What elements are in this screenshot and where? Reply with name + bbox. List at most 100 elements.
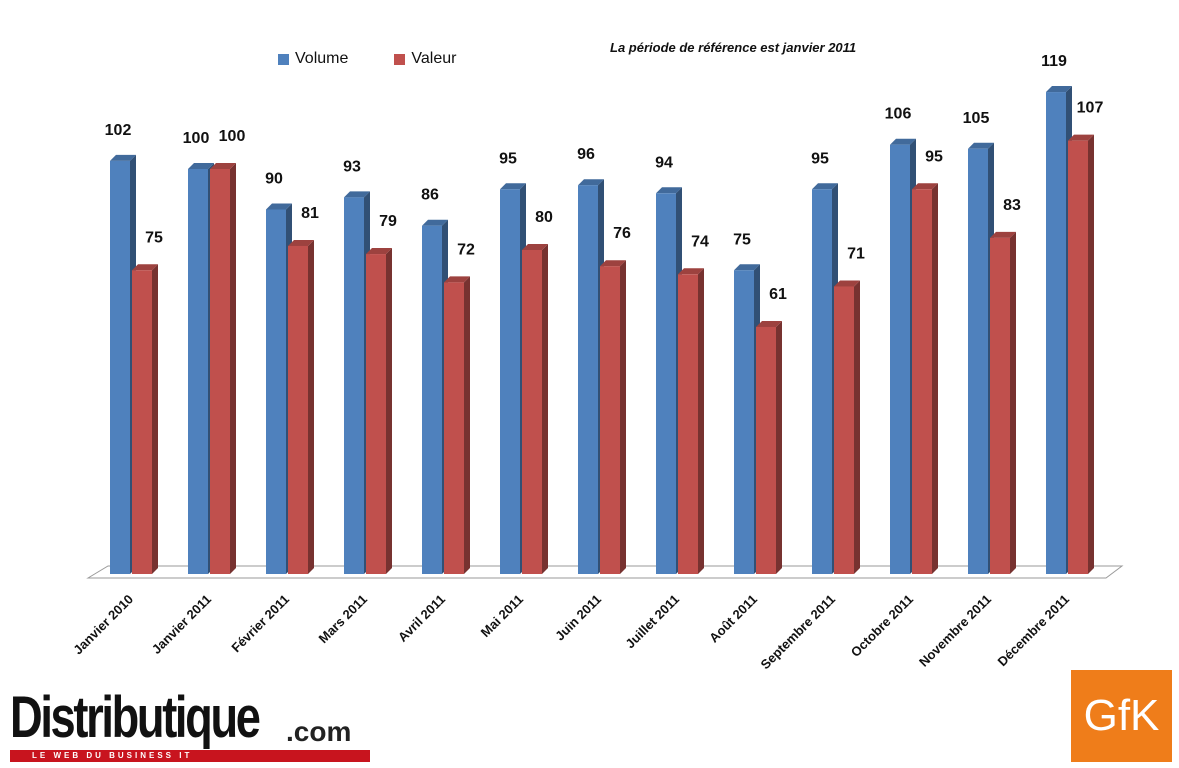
value-label-volume-8: 75 [733, 231, 751, 248]
value-label-valeur-7: 74 [691, 233, 709, 250]
bar-valeur-11 [990, 237, 1010, 574]
value-label-valeur-1: 100 [219, 128, 246, 145]
value-label-volume-1: 100 [183, 130, 210, 147]
bar-valeur-2 [288, 245, 308, 574]
bar-volume-2 [266, 209, 286, 574]
value-label-volume-3: 93 [343, 158, 361, 175]
bar-volume-5 [500, 189, 520, 574]
bars-group [110, 86, 1094, 575]
bar-top-valeur-8 [756, 320, 782, 327]
bar-top-volume-9 [812, 183, 838, 190]
bar-volume-4 [422, 225, 442, 574]
bar-top-valeur-6 [600, 260, 626, 267]
value-label-valeur-3: 79 [379, 213, 397, 230]
legend-swatch-volume [278, 53, 289, 65]
value-label-volume-4: 86 [421, 187, 439, 204]
bar-top-volume-0 [110, 154, 136, 161]
legend-swatch-valeur [394, 53, 406, 65]
bar-side-valeur-10 [932, 183, 938, 574]
bar-top-volume-11 [968, 142, 994, 149]
category-label-12: Décembre 2011 [995, 592, 1073, 670]
bar-volume-0 [110, 160, 130, 574]
bar-top-volume-1 [188, 163, 214, 169]
reference-period-note: La période de référence est janvier 2011 [610, 40, 857, 55]
bar-side-valeur-12 [1088, 134, 1094, 574]
value-label-volume-9: 95 [811, 150, 829, 167]
category-label-4: Avril 2011 [395, 592, 448, 645]
value-label-volume-6: 96 [577, 146, 595, 163]
bar-top-volume-8 [734, 264, 760, 271]
bar-side-valeur-6 [620, 260, 626, 574]
category-label-10: Octobre 2011 [848, 592, 916, 660]
category-label-0: Janvier 2010 [70, 592, 136, 658]
value-label-volume-10: 106 [885, 106, 912, 123]
value-label-volume-0: 102 [105, 122, 132, 139]
bar-top-volume-2 [266, 203, 292, 210]
category-label-8: Août 2011 [706, 592, 760, 646]
category-label-11: Novembre 2011 [916, 592, 994, 670]
value-label-valeur-10: 95 [925, 148, 943, 165]
bar-volume-11 [968, 148, 988, 574]
bar-side-valeur-2 [308, 239, 314, 574]
bar-valeur-7 [678, 274, 698, 574]
bar-valeur-12 [1068, 140, 1088, 574]
bar-valeur-9 [834, 286, 854, 574]
bar-side-valeur-9 [854, 280, 860, 574]
category-label-9: Septembre 2011 [758, 592, 839, 673]
value-label-valeur-12: 107 [1077, 100, 1104, 117]
legend-label-volume: Volume [295, 50, 349, 67]
bar-top-valeur-2 [288, 239, 314, 246]
bar-top-volume-10 [890, 138, 916, 145]
bar-top-volume-6 [578, 179, 604, 186]
legend-item-valeur: Valeur [394, 50, 456, 68]
category-label-5: Mai 2011 [478, 592, 526, 640]
bar-top-volume-12 [1046, 86, 1072, 93]
bar-top-valeur-12 [1068, 134, 1094, 141]
category-label-6: Juin 2011 [552, 592, 604, 644]
legend: Volume Valeur [278, 50, 456, 68]
bar-top-valeur-7 [678, 268, 704, 275]
value-label-valeur-9: 71 [847, 245, 865, 262]
bar-top-valeur-9 [834, 280, 860, 287]
bar-top-valeur-0 [132, 264, 158, 271]
value-label-valeur-4: 72 [457, 241, 475, 258]
bar-valeur-5 [522, 250, 542, 574]
bar-volume-6 [578, 185, 598, 574]
bar-valeur-1 [210, 169, 230, 574]
value-label-valeur-8: 61 [769, 286, 787, 303]
bar-top-volume-4 [422, 219, 448, 226]
value-label-volume-2: 90 [265, 171, 283, 188]
category-label-3: Mars 2011 [316, 592, 371, 647]
logo-word: Distributique [10, 685, 261, 750]
bar-volume-1 [188, 169, 208, 574]
bar-valeur-4 [444, 282, 464, 574]
bar-valeur-0 [132, 270, 152, 574]
bar-valeur-8 [756, 326, 776, 574]
bar-top-volume-5 [500, 183, 526, 190]
bar-top-valeur-4 [444, 276, 470, 283]
logo-tagline: LE WEB DU BUSINESS IT [10, 750, 370, 762]
value-label-valeur-0: 75 [145, 229, 163, 246]
bar-valeur-6 [600, 266, 620, 574]
value-label-valeur-2: 81 [301, 205, 319, 222]
bar-volume-3 [344, 197, 364, 574]
legend-label-valeur: Valeur [411, 50, 457, 67]
bar-top-valeur-10 [912, 183, 938, 190]
distributique-logo: Distributique .com LE WEB DU BUSINESS IT [10, 685, 370, 764]
value-label-valeur-11: 83 [1003, 197, 1021, 214]
bar-side-valeur-11 [1010, 231, 1016, 574]
bar-top-valeur-1 [210, 163, 236, 169]
value-label-volume-12: 119 [1041, 53, 1067, 70]
bar-top-volume-7 [656, 187, 682, 194]
bar-valeur-10 [912, 189, 932, 574]
logo-suffix: .com [286, 716, 352, 747]
category-label-2: Février 2011 [228, 592, 292, 656]
bar-side-valeur-1 [230, 163, 236, 574]
bar-top-valeur-11 [990, 231, 1016, 238]
value-label-valeur-5: 80 [535, 209, 553, 226]
value-label-valeur-6: 76 [613, 225, 631, 242]
value-label-volume-7: 94 [655, 154, 673, 171]
bar-volume-9 [812, 189, 832, 574]
bar-volume-7 [656, 193, 676, 575]
bar-top-volume-3 [344, 191, 370, 198]
